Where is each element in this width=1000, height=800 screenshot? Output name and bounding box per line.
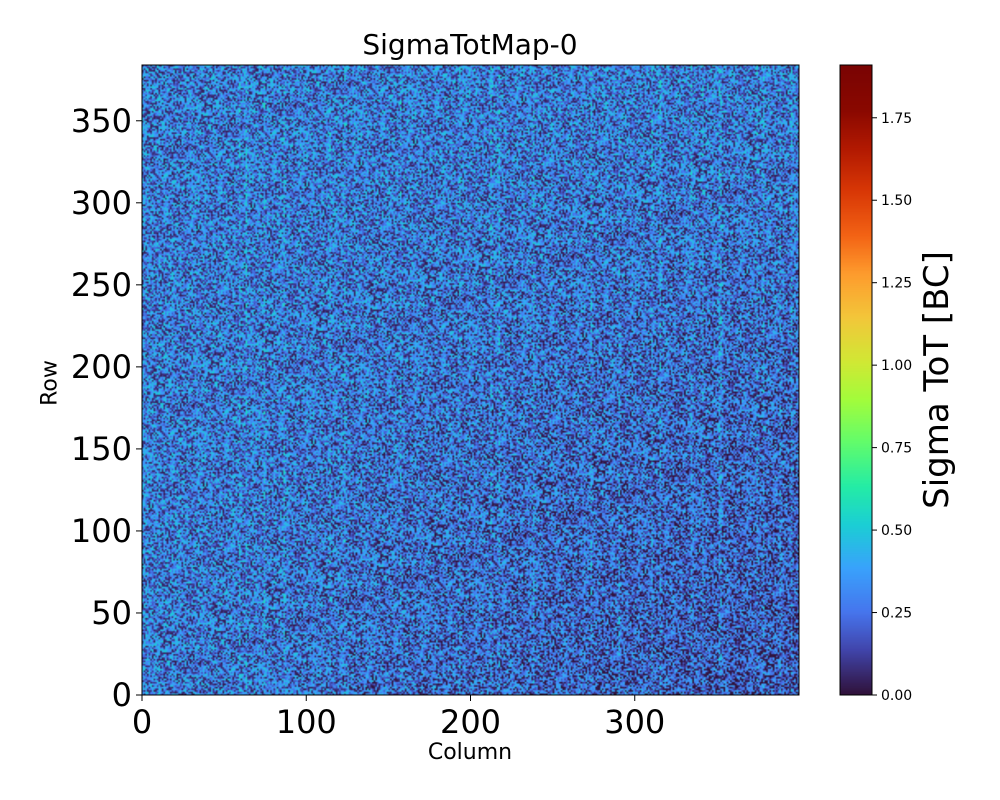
colorbar-gradient [840,65,872,695]
x-tick-label: 200 [440,703,501,741]
plot-frame [141,64,800,696]
y-tick-label: 300 [71,184,132,222]
y-tick-label: 350 [71,102,132,140]
colorbar-tick-label: 1.25 [881,276,912,292]
x-tick-label: 0 [132,703,152,741]
colorbar-tick-label: 1.75 [881,111,912,127]
colorbar-tick-label: 0.25 [881,606,912,622]
y-tick-label: 250 [71,266,132,304]
colorbar-tick-label: 1.00 [881,358,912,374]
colorbar-label: Sigma ToT [BC] [917,251,957,509]
colorbar-frame [839,64,873,696]
chart-title: SigmaTotMap-0 [362,28,578,61]
y-tick-label: 50 [91,594,132,632]
y-axis-label: Row [37,360,63,406]
x-tick-label: 300 [604,703,665,741]
colorbar-tick-label: 0.50 [881,523,912,539]
colorbar-tick-label: 1.50 [881,193,912,209]
y-tick-label: 150 [71,430,132,468]
colorbar-tick-label: 0.75 [881,441,912,457]
colorbar-tick-label: 0.00 [881,688,912,704]
x-tick-label: 100 [276,703,337,741]
x-axis-label: Column [427,740,513,765]
y-tick-label: 0 [112,676,132,714]
heatmap-image [142,65,799,695]
y-tick-label: 200 [71,348,132,386]
y-tick-label: 100 [71,512,132,550]
